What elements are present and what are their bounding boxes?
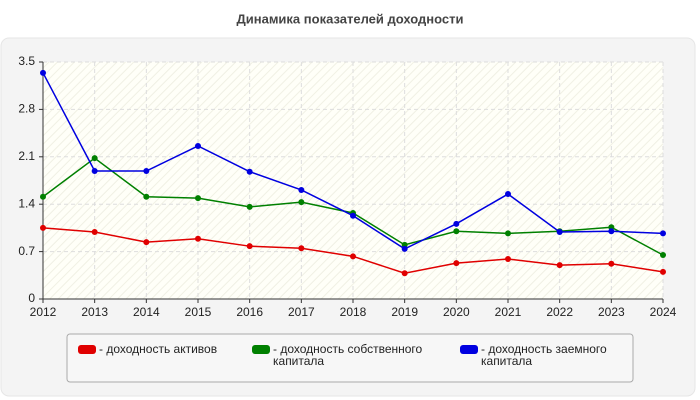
point xyxy=(556,262,563,269)
legend-label: - доходность заемного капитала xyxy=(481,342,607,368)
point xyxy=(660,230,666,237)
point xyxy=(453,260,460,267)
legend-swatch xyxy=(460,345,478,354)
point xyxy=(91,155,98,162)
legend-item: - доходность активов xyxy=(78,343,253,355)
legend-label: - доходность собственного капитала xyxy=(273,342,423,368)
plot: 0 0.7 1.4 2.1 2.8 3.5 2012 2013 2014 2015 2016 2017… xyxy=(18,54,676,319)
point xyxy=(608,228,615,235)
point xyxy=(40,193,46,200)
point xyxy=(40,224,46,231)
x-tick-label: 2018 xyxy=(340,305,367,319)
point xyxy=(298,186,305,193)
point xyxy=(350,212,356,219)
x-tick-label: 2023 xyxy=(598,305,625,319)
chart-title: Динамика показателей доходности xyxy=(236,11,463,26)
point xyxy=(195,142,201,149)
y-tick-label: 3.5 xyxy=(18,54,35,68)
point xyxy=(505,230,511,237)
x-tick-label: 2020 xyxy=(443,305,470,319)
point xyxy=(143,168,150,175)
point xyxy=(608,260,615,267)
point xyxy=(556,228,563,235)
point xyxy=(91,228,98,235)
point xyxy=(298,199,305,206)
legend-item: - доходность заемного капитала xyxy=(460,343,635,367)
point xyxy=(143,193,150,200)
point xyxy=(91,168,98,175)
point xyxy=(350,253,356,260)
x-tick-label: 2024 xyxy=(650,305,677,319)
point xyxy=(143,239,150,246)
y-tick-label: 0.7 xyxy=(18,244,35,258)
point xyxy=(453,228,460,235)
legend-label: - доходность активов xyxy=(99,342,218,356)
point xyxy=(505,191,511,198)
x-tick-label: 2016 xyxy=(236,305,263,319)
point xyxy=(298,245,305,252)
y-tick-label: 1.4 xyxy=(18,196,35,210)
point xyxy=(453,220,460,227)
x-tick-label: 2022 xyxy=(546,305,573,319)
legend-item: - доходность собственного капитала xyxy=(252,343,427,367)
x-tick-label: 2017 xyxy=(288,305,315,319)
legend-swatch xyxy=(252,345,270,354)
legend-box xyxy=(66,333,634,383)
x-tick-label: 2012 xyxy=(30,305,57,319)
point xyxy=(195,195,201,202)
point xyxy=(401,245,408,252)
point xyxy=(195,235,201,242)
y-tick-label: 2.8 xyxy=(18,102,35,116)
point xyxy=(505,256,511,263)
x-tick-label: 2019 xyxy=(391,305,418,319)
point xyxy=(246,243,253,250)
point xyxy=(40,69,46,76)
point xyxy=(660,268,666,275)
x-tick-label: 2013 xyxy=(81,305,108,319)
point xyxy=(246,203,253,210)
y-tick-label: 0 xyxy=(28,291,35,305)
point xyxy=(246,168,253,175)
x-tick-label: 2021 xyxy=(495,305,522,319)
point xyxy=(401,270,408,277)
point xyxy=(660,251,666,258)
legend-swatch xyxy=(78,345,96,354)
y-tick-label: 2.1 xyxy=(18,149,35,163)
x-tick-label: 2014 xyxy=(133,305,160,319)
x-tick-label: 2015 xyxy=(185,305,212,319)
